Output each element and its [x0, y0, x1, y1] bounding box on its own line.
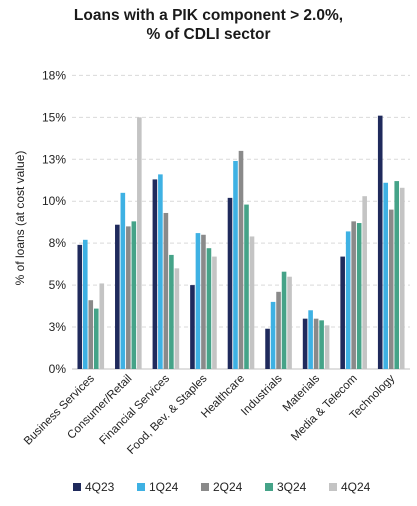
bar — [281, 271, 287, 369]
bar — [174, 268, 180, 369]
bar — [394, 181, 400, 369]
bar — [77, 244, 83, 369]
bar — [158, 174, 163, 369]
bar — [163, 212, 169, 369]
bar — [195, 233, 201, 369]
x-category-label: Business Services — [22, 372, 97, 447]
bar — [115, 224, 120, 369]
chart-subtitle: % of CDLI sector — [146, 26, 271, 43]
legend-label: 2Q24 — [213, 480, 243, 494]
bar — [265, 328, 270, 369]
bar — [137, 117, 142, 369]
bar — [340, 256, 345, 369]
bar — [201, 234, 206, 369]
legend-label: 4Q23 — [85, 480, 115, 494]
y-tick-label: 18% — [42, 68, 66, 82]
bar — [93, 308, 99, 369]
bar — [169, 254, 174, 369]
bar — [362, 196, 367, 369]
bar — [131, 221, 137, 369]
bar — [238, 150, 244, 369]
x-category-label: Financial Services — [98, 372, 173, 447]
bar — [383, 182, 389, 369]
chart-title-block: Loans with a PIK component > 2.0%, % of … — [0, 6, 417, 44]
bar — [227, 197, 233, 369]
bar — [377, 115, 383, 370]
y-tick-label: 5% — [49, 278, 67, 292]
x-category-label: Consumer/Retail — [65, 373, 134, 442]
bar — [233, 160, 238, 369]
bar — [388, 209, 394, 369]
bar — [276, 291, 281, 369]
bar — [313, 318, 319, 369]
bar — [319, 320, 324, 369]
bar — [126, 226, 131, 369]
legend-swatch — [329, 483, 337, 491]
y-tick-label: 0% — [49, 362, 67, 376]
bar — [120, 192, 126, 369]
bar — [212, 256, 217, 369]
bar — [345, 231, 351, 369]
legend-label: 1Q24 — [149, 480, 179, 494]
bar — [399, 187, 405, 369]
bar — [82, 239, 88, 369]
y-tick-label: 8% — [49, 236, 67, 250]
bar — [302, 318, 308, 369]
legend-swatch — [265, 483, 273, 491]
y-tick-label: 10% — [42, 194, 66, 208]
bar — [99, 283, 105, 369]
bar — [351, 221, 356, 369]
bar — [206, 248, 212, 369]
y-tick-label: 15% — [42, 110, 66, 124]
y-axis-label: % of loans (at cost value) — [13, 151, 27, 286]
legend-label: 3Q24 — [277, 480, 307, 494]
y-tick-label: 3% — [49, 320, 67, 334]
bar — [356, 223, 362, 369]
legend-swatch — [137, 483, 145, 491]
bar — [249, 236, 255, 369]
bar — [270, 301, 276, 369]
bar — [244, 204, 249, 369]
bar — [324, 325, 330, 369]
bar — [190, 285, 195, 369]
legend-label: 4Q24 — [341, 480, 371, 494]
x-category-label: Media & Telecom — [289, 373, 360, 444]
legend-swatch — [73, 483, 81, 491]
bar — [308, 310, 313, 369]
bar — [152, 179, 158, 369]
x-category-label: Industrials — [239, 372, 285, 418]
legend-swatch — [201, 483, 209, 491]
bar — [287, 276, 292, 369]
y-tick-label: 13% — [42, 152, 66, 166]
bar — [88, 300, 94, 369]
chart-title: Loans with a PIK component > 2.0%, — [73, 7, 344, 24]
